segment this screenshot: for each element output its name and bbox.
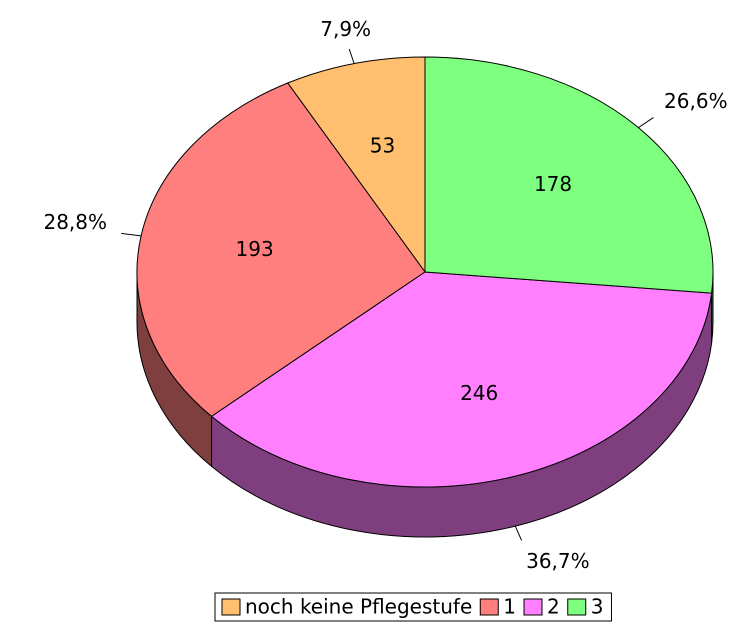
legend-swatch bbox=[523, 598, 543, 616]
pie-slice bbox=[424, 56, 714, 294]
value-label: 193 bbox=[236, 237, 274, 261]
legend-swatch bbox=[567, 598, 587, 616]
leader-line bbox=[514, 525, 523, 541]
legend-box bbox=[214, 592, 612, 622]
percent-label: 28,8% bbox=[43, 210, 107, 234]
value-label: 246 bbox=[460, 381, 498, 405]
leader-line bbox=[121, 232, 142, 237]
percent-label: 7,9% bbox=[320, 17, 371, 41]
pie-slice bbox=[136, 82, 426, 417]
percent-label: 36,7% bbox=[526, 549, 590, 573]
leader-line bbox=[638, 117, 654, 129]
leader-line bbox=[348, 48, 355, 64]
legend-swatch bbox=[479, 598, 499, 616]
percent-label: 26,6% bbox=[664, 89, 728, 113]
pie-slice bbox=[286, 56, 426, 274]
legend-label: 1 bbox=[503, 595, 516, 619]
legend-label: noch keine Pflegestufe bbox=[245, 595, 472, 619]
pie-slice bbox=[210, 271, 713, 488]
legend-label: 2 bbox=[547, 595, 560, 619]
legend-swatch bbox=[221, 598, 241, 616]
value-label: 178 bbox=[534, 172, 572, 196]
legend-label: 3 bbox=[591, 595, 604, 619]
value-label: 53 bbox=[370, 133, 395, 157]
